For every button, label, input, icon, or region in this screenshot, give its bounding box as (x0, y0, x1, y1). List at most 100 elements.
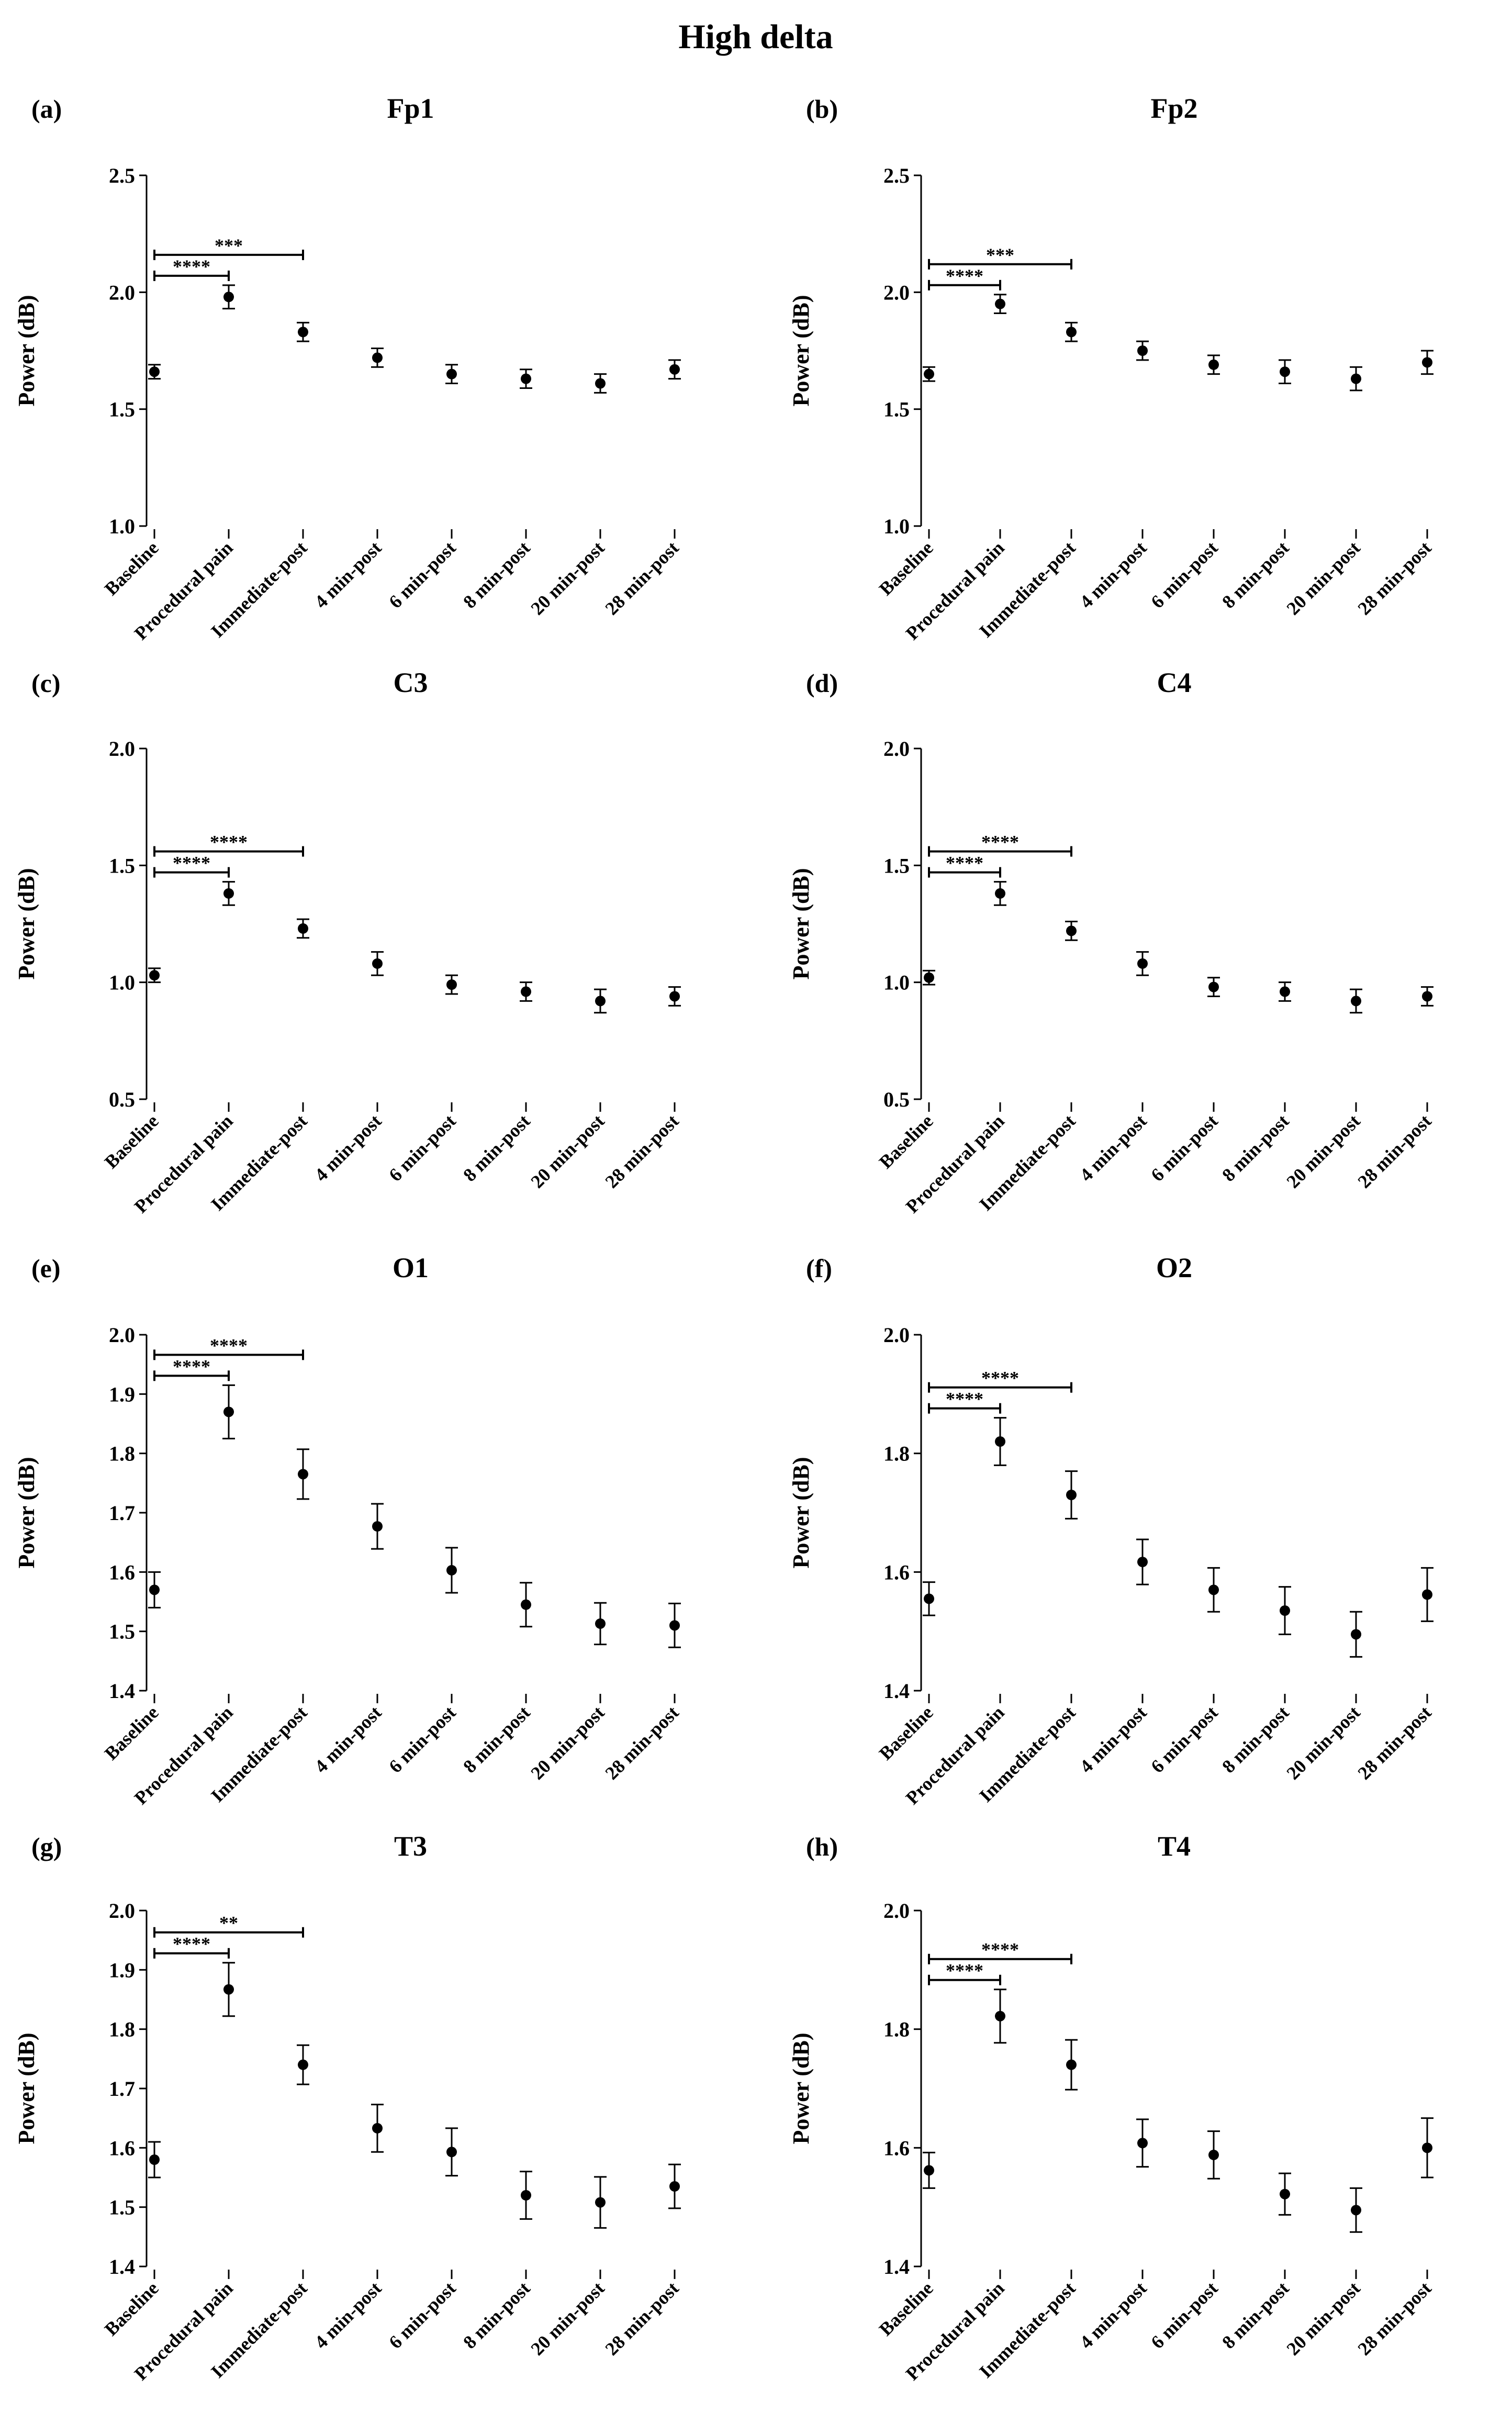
data-point (1066, 327, 1077, 338)
y-tick-label: 2.0 (883, 281, 910, 304)
chart-title: T4 (1158, 1830, 1191, 1862)
panel-label: (f) (806, 1254, 832, 1283)
y-tick-label: 1.8 (109, 2018, 135, 2041)
significance-bracket: **** (928, 1960, 1001, 1985)
data-point (1066, 1490, 1077, 1500)
data-point (1280, 986, 1290, 997)
data-point (149, 970, 160, 981)
x-tick-label: 6 min-post (1147, 1702, 1222, 1777)
chart-title: O1 (393, 1252, 429, 1283)
data-point (995, 2010, 1005, 2021)
data-point (1066, 2059, 1077, 2070)
chart-panel: (e) O1 1.4 1.5 1.6 1.7 1.8 1.9 2.0 Power (dB) Base… (14, 1252, 683, 1808)
x-tick-label: 6 min-post (385, 1702, 460, 1777)
x-tick-label: 28 min-post (1353, 537, 1435, 619)
y-tick-label: 1.4 (883, 2255, 910, 2278)
data-point (1066, 925, 1077, 936)
data-point (372, 2123, 383, 2134)
significance-label: **** (946, 1389, 983, 1410)
data-point (995, 1436, 1005, 1447)
significance-label: **** (173, 256, 210, 277)
x-tick-label: 20 min-post (527, 1702, 608, 1783)
significance-label: ** (219, 1913, 238, 1934)
data-point (1280, 366, 1290, 377)
x-tick-label: 8 min-post (459, 537, 534, 612)
data-point (521, 373, 531, 384)
panel-label: (b) (806, 94, 838, 124)
y-tick-label: 1.9 (109, 1382, 135, 1406)
y-tick-label: 1.6 (109, 1560, 135, 1584)
x-tick-label: 20 min-post (1282, 2277, 1364, 2359)
x-tick-label: Baseline (100, 537, 163, 599)
data-point (1208, 981, 1219, 992)
y-tick-label: 2.0 (109, 737, 135, 761)
data-point (1137, 345, 1148, 356)
x-tick-label: Baseline (875, 1702, 937, 1764)
panel-label: (d) (806, 668, 838, 698)
x-tick-label: 28 min-post (1353, 1702, 1435, 1783)
figure-title: High delta (678, 18, 833, 56)
y-axis-label: Power (dB) (788, 2032, 814, 2144)
significance-bracket: **** (928, 265, 1001, 291)
data-point (372, 1521, 383, 1532)
x-tick-label: 4 min-post (310, 1110, 386, 1186)
y-tick-label: 1.9 (109, 1958, 135, 1982)
significance-bracket: **** (928, 1368, 1072, 1393)
data-point (223, 888, 234, 899)
x-tick-label: 4 min-post (1076, 1702, 1151, 1777)
x-tick-label: 6 min-post (1147, 1110, 1222, 1186)
y-tick-label: 2.0 (109, 1899, 135, 1923)
x-tick-label: 8 min-post (459, 1110, 534, 1186)
panel-label: (h) (806, 1832, 838, 1861)
significance-bracket: **** (928, 832, 1072, 857)
x-tick-label: 6 min-post (385, 537, 460, 612)
significance-bracket: **** (928, 853, 1001, 878)
data-point (298, 923, 308, 934)
data-point (446, 979, 457, 990)
x-tick-label: Baseline (100, 2277, 163, 2340)
significance-label: **** (946, 1960, 983, 1981)
panel-label: (e) (31, 1254, 61, 1283)
data-point (595, 2197, 606, 2208)
y-tick-label: 2.5 (109, 164, 135, 187)
data-point (1422, 991, 1432, 1002)
significance-label: **** (981, 1368, 1019, 1389)
significance-label: *** (215, 235, 243, 256)
significance-bracket: *** (928, 244, 1072, 270)
y-axis-label: Power (dB) (14, 868, 39, 979)
significance-label: **** (173, 1356, 210, 1377)
y-axis-label: Power (dB) (788, 1457, 814, 1568)
data-point (669, 2181, 680, 2192)
chart-title: C4 (1157, 667, 1192, 698)
data-point (446, 2147, 457, 2158)
data-point (1208, 2149, 1219, 2160)
significance-label: **** (210, 1335, 248, 1356)
data-point (1351, 996, 1361, 1007)
significance-bracket: **** (153, 832, 304, 857)
data-point (1422, 1589, 1432, 1600)
data-point (372, 352, 383, 363)
significance-bracket: **** (928, 1939, 1072, 1964)
y-axis-label: Power (dB) (14, 295, 39, 406)
x-tick-label: 8 min-post (459, 1702, 534, 1777)
y-tick-label: 1.8 (883, 1442, 910, 1466)
data-point (298, 2059, 308, 2070)
x-tick-label: 8 min-post (459, 2277, 534, 2353)
data-point (595, 1618, 606, 1629)
data-point (521, 2190, 531, 2201)
y-tick-label: 1.4 (883, 1679, 910, 1703)
data-point (995, 298, 1005, 309)
x-tick-label: 6 min-post (385, 1110, 460, 1186)
x-tick-label: 4 min-post (1076, 1110, 1151, 1186)
data-point (924, 972, 934, 983)
x-tick-label: 4 min-post (310, 2277, 386, 2353)
y-tick-label: 1.0 (109, 515, 135, 538)
data-point (223, 1406, 234, 1417)
y-tick-label: 2.0 (883, 1323, 910, 1347)
data-point (595, 378, 606, 389)
x-tick-label: Baseline (875, 537, 937, 599)
significance-bracket: **** (153, 256, 230, 281)
significance-bracket: **** (153, 853, 230, 878)
